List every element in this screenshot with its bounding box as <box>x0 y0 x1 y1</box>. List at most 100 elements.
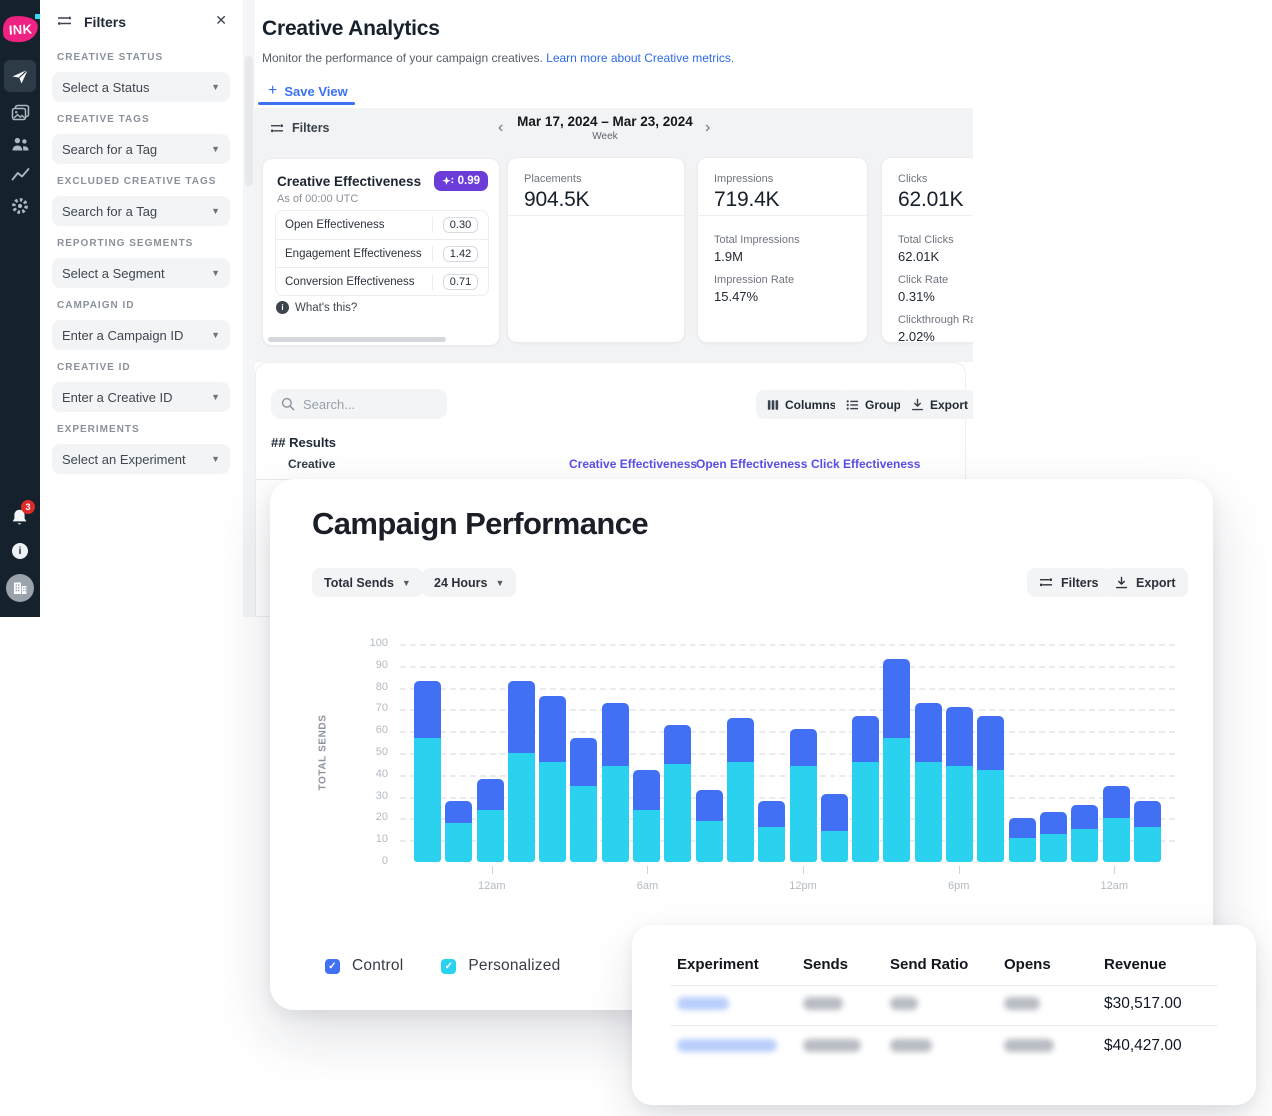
select-creative-tags[interactable]: Search for a Tag ▼ <box>52 134 230 164</box>
control-segment <box>1102 785 1130 819</box>
stacked-bar-hour-6[interactable] <box>601 702 629 862</box>
nav-item-audience[interactable] <box>4 128 36 160</box>
stacked-bar-hour-14[interactable] <box>852 715 880 862</box>
y-axis-label: TOTAL SENDS <box>317 714 329 791</box>
control-segment <box>570 737 598 786</box>
search-input[interactable] <box>271 389 447 419</box>
input-creative-id[interactable]: Enter a Creative ID ▼ <box>52 382 230 412</box>
horizontal-scrollbar-thumb[interactable] <box>268 337 446 342</box>
column-header-open-effectiveness[interactable]: Open Effectiveness <box>696 457 808 471</box>
stacked-bar-hour-1[interactable] <box>445 800 473 862</box>
control-checkbox[interactable]: ✓ <box>325 958 340 974</box>
stacked-bar-hour-10[interactable] <box>726 718 754 862</box>
bar-group <box>400 644 1175 862</box>
control-segment <box>1039 811 1067 834</box>
filter-label-campaign-id: CAMPAIGN ID <box>57 300 135 311</box>
export-button[interactable]: Export <box>900 390 973 419</box>
select-excluded-tags[interactable]: Search for a Tag ▼ <box>52 196 230 226</box>
group-icon <box>846 399 859 410</box>
select-creative-status[interactable]: Select a Status ▼ <box>52 72 230 102</box>
gridline <box>400 687 1175 690</box>
nav-item-creatives[interactable] <box>4 97 36 129</box>
personalized-checkbox[interactable]: ✓ <box>441 958 457 974</box>
stacked-bar-hour-5[interactable] <box>570 737 598 862</box>
analytics-icon <box>11 167 29 180</box>
notification-count-badge: 3 <box>21 500 35 514</box>
stacked-bar-hour-16[interactable] <box>914 702 942 862</box>
group-button[interactable]: Group <box>835 390 912 419</box>
stacked-bar-hour-4[interactable] <box>539 696 567 862</box>
org-avatar[interactable] <box>6 574 34 602</box>
gridline <box>400 796 1175 799</box>
stacked-bar-hour-17[interactable] <box>946 707 974 862</box>
help-button[interactable]: i <box>12 543 28 559</box>
save-view-tab[interactable]: + Save View <box>268 82 348 100</box>
learn-more-link[interactable]: Learn more about Creative metrics. <box>546 51 735 65</box>
control-segment <box>946 707 974 767</box>
nav-item-settings[interactable] <box>4 190 36 222</box>
row-value-cell: 0.71 <box>432 273 488 290</box>
filter-label-creative-id: CREATIVE ID <box>57 362 131 373</box>
stacked-bar-hour-21[interactable] <box>1071 805 1099 862</box>
nav-item-messaging[interactable] <box>4 60 36 92</box>
time-range-dropdown[interactable]: 24 Hours ▼ <box>422 568 517 597</box>
stacked-bar-hour-8[interactable] <box>664 724 692 862</box>
stacked-bar-hour-7[interactable] <box>633 770 661 862</box>
stacked-bar-hour-12[interactable] <box>789 729 817 862</box>
filters-scrollbar-thumb[interactable] <box>245 56 253 186</box>
nav-item-analytics[interactable] <box>4 159 36 191</box>
stacked-bar-hour-22[interactable] <box>1102 785 1130 862</box>
stacked-bar-hour-23[interactable] <box>1133 800 1161 862</box>
close-icon[interactable]: ✕ <box>215 12 227 28</box>
chart-export-button[interactable]: Export <box>1103 568 1188 597</box>
filter-label-excluded-tags: EXCLUDED CREATIVE TAGS <box>57 176 217 187</box>
metric-value: 62.01K <box>898 188 964 211</box>
stacked-bar-hour-19[interactable] <box>1008 818 1036 862</box>
stacked-bar-hour-0[interactable] <box>414 681 441 862</box>
experiment-link-blurred[interactable] <box>677 997 729 1010</box>
experiment-link-blurred[interactable] <box>677 1039 777 1052</box>
stacked-bar-hour-2[interactable] <box>476 779 504 862</box>
column-header-creative-effectiveness[interactable]: Creative Effectiveness <box>569 457 698 471</box>
y-tick-label: 50 <box>375 746 388 758</box>
whats-this-link[interactable]: i What's this? <box>276 301 357 314</box>
metric-dropdown[interactable]: Total Sends ▼ <box>312 568 423 597</box>
stacked-bar-hour-11[interactable] <box>758 800 786 862</box>
gridline <box>400 709 1175 712</box>
control-segment <box>789 729 817 767</box>
value-chip: 0.30 <box>442 217 479 233</box>
metric-label: Impressions <box>714 173 774 185</box>
ink-logo-text: INK <box>8 20 33 38</box>
prev-week-button[interactable]: ‹ <box>498 119 504 136</box>
gridline <box>400 753 1175 755</box>
send-icon <box>12 68 28 83</box>
date-range-picker[interactable]: Mar 17, 2024 – Mar 23, 2024 Week <box>495 114 715 142</box>
control-segment <box>476 779 504 810</box>
ink-logo[interactable]: INK <box>2 14 40 44</box>
columns-button[interactable]: Columns <box>756 390 848 419</box>
detail-label: Impression Rate <box>714 274 795 286</box>
chart-filters-button[interactable]: Filters <box>1027 568 1111 597</box>
stacked-bar-hour-15[interactable] <box>883 659 911 862</box>
stacked-bar-hour-9[interactable] <box>695 790 723 862</box>
personalized-segment <box>758 827 786 862</box>
stacked-bar-hour-18[interactable] <box>977 715 1005 862</box>
stacked-bar-hour-3[interactable] <box>507 681 535 862</box>
column-header-click-effectiveness[interactable]: Click Effectiveness <box>811 457 921 471</box>
control-segment <box>758 800 786 828</box>
search-icon <box>281 397 295 411</box>
table-row: Open Effectiveness 0.30 <box>276 211 488 239</box>
info-icon: i <box>18 545 22 557</box>
active-tab-indicator <box>258 102 355 105</box>
stacked-bar-hour-13[interactable] <box>820 794 848 862</box>
select-reporting-segment[interactable]: Select a Segment ▼ <box>52 258 230 288</box>
select-experiment[interactable]: Select an Experiment ▼ <box>52 444 230 474</box>
toolbar-filters-button[interactable]: Filters <box>270 121 330 135</box>
next-week-button[interactable]: › <box>705 119 711 136</box>
personalized-segment <box>633 809 661 862</box>
x-tick-label: 6pm <box>947 880 970 892</box>
stacked-bar-hour-20[interactable] <box>1039 811 1067 862</box>
x-tick-mark <box>647 866 649 874</box>
input-campaign-id[interactable]: Enter a Campaign ID ▼ <box>52 320 230 350</box>
group-label: Group <box>865 397 901 412</box>
